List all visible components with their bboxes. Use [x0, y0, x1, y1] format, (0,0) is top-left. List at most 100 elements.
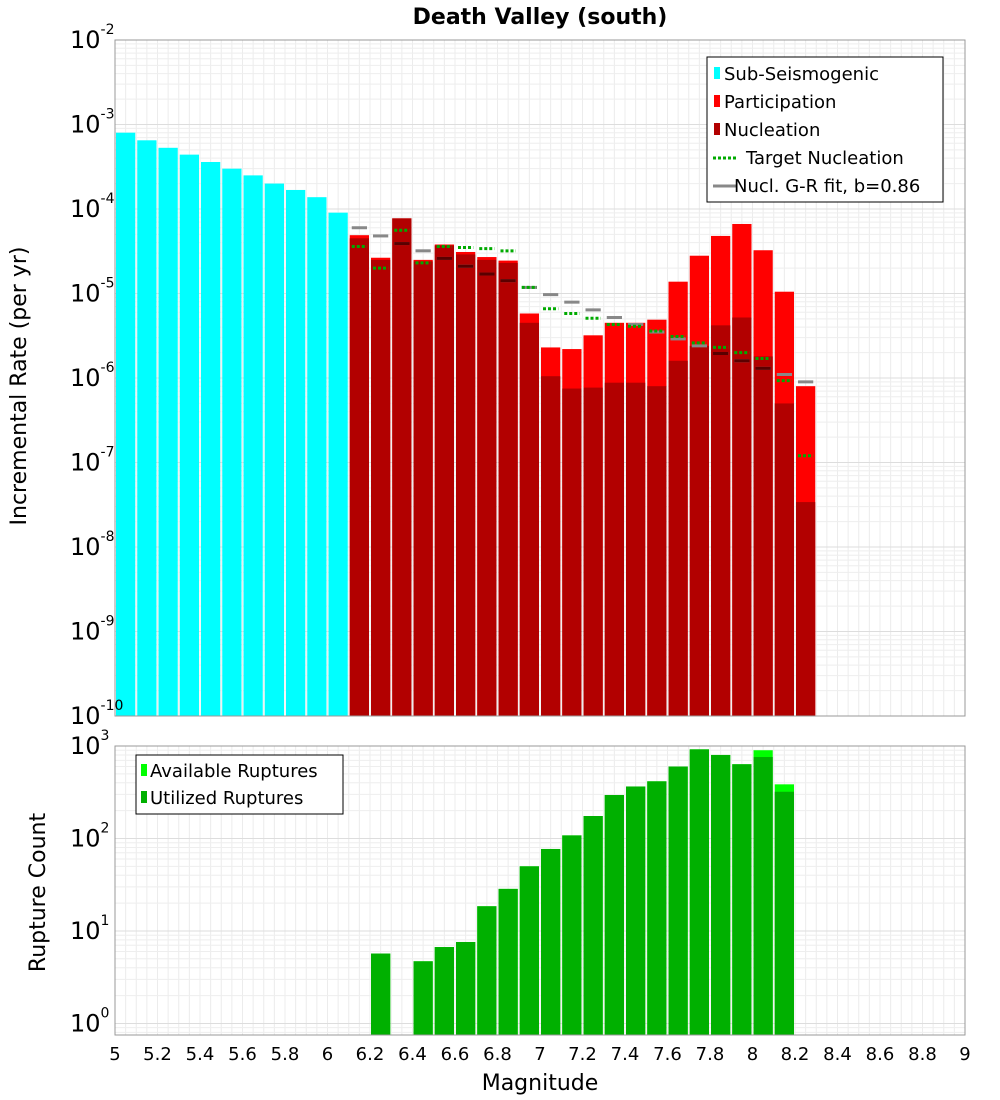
x-tick-label: 7.8 [696, 1044, 725, 1065]
legend-label: Participation [724, 92, 836, 113]
bar-utilized-ruptures [477, 906, 497, 1035]
bottom-y-axis-label: Rupture Count [26, 813, 51, 973]
bar-nucleation [413, 261, 433, 716]
legend-entry: Nucl. G-R fit, b=0.86 [713, 176, 920, 197]
x-tick-label: 5.8 [271, 1044, 300, 1065]
bar-nucleation [477, 259, 497, 716]
y-tick-exponent: -4 [101, 191, 115, 207]
bar-nucleation [711, 325, 731, 716]
bar-nucleation [456, 254, 476, 716]
legend-swatch [141, 791, 147, 803]
bar-utilized-ruptures [413, 961, 433, 1035]
y-tick-label: 10-2 [70, 22, 115, 54]
bar-nucleation [668, 360, 688, 716]
bar-utilized-ruptures [753, 757, 773, 1035]
bar-utilized-ruptures [626, 786, 646, 1035]
x-tick-label: 8 [747, 1044, 758, 1065]
legend-box [706, 56, 944, 203]
x-tick-label: 6 [322, 1044, 333, 1065]
x-tick-label: 6.2 [356, 1044, 385, 1065]
legend-box [135, 754, 344, 815]
x-tick-label: 7.6 [653, 1044, 682, 1065]
bar-utilized-ruptures [456, 941, 476, 1035]
y-tick-label: 10-6 [70, 360, 115, 392]
y-tick-label: 10-9 [70, 614, 115, 646]
legend-entry: Nucleation [714, 120, 820, 141]
x-tick-label: 5.2 [143, 1044, 172, 1065]
bar-sub-seismogenic [158, 147, 178, 716]
x-tick-label: 7.2 [568, 1044, 597, 1065]
bar-nucleation [604, 382, 624, 716]
bottom-plot-bars [371, 749, 794, 1035]
y-tick-label: 10-5 [70, 276, 115, 308]
top-plot-step-lines [351, 226, 814, 458]
x-tick-label: 8.6 [866, 1044, 895, 1065]
bar-nucleation [349, 238, 369, 717]
legend-entry: Participation [714, 92, 836, 113]
bar-nucleation [541, 376, 561, 716]
top-plot-bars [116, 132, 816, 717]
bar-sub-seismogenic [179, 154, 199, 717]
y-tick-exponent: -8 [101, 529, 115, 545]
bar-utilized-ruptures [583, 816, 603, 1035]
bar-utilized-ruptures [604, 795, 624, 1035]
y-tick-label: 10-4 [70, 191, 115, 223]
bar-utilized-ruptures [562, 835, 582, 1035]
legend-label: Nucleation [724, 120, 820, 141]
bar-utilized-ruptures [519, 866, 539, 1035]
legend-label: Target Nucleation [745, 148, 904, 169]
bar-utilized-ruptures [711, 754, 731, 1035]
legend-swatch [714, 67, 720, 79]
bar-nucleation [626, 382, 646, 716]
bottom-legend: Available Ruptures Utilized Ruptures [135, 754, 344, 815]
bar-sub-seismogenic [201, 161, 221, 716]
x-tick-label: 8.2 [781, 1044, 810, 1065]
y-tick-exponent: 3 [101, 728, 110, 744]
bar-nucleation [774, 403, 794, 716]
x-tick-label: 9 [959, 1044, 970, 1065]
bar-nucleation [796, 502, 816, 716]
y-tick-exponent: -2 [101, 22, 115, 38]
bar-utilized-ruptures [434, 947, 454, 1035]
x-tick-label: 5 [109, 1044, 120, 1065]
legend-label: Available Ruptures [150, 761, 318, 782]
bar-nucleation [732, 317, 752, 716]
bar-utilized-ruptures [774, 791, 794, 1035]
y-tick-exponent: -5 [101, 276, 115, 292]
legend-swatch [141, 764, 147, 776]
bar-nucleation [647, 386, 667, 716]
bar-utilized-ruptures [498, 888, 518, 1035]
legend-entry: Sub-Seismogenic [714, 64, 879, 85]
legend-label: Sub-Seismogenic [724, 64, 879, 85]
bar-utilized-ruptures [371, 953, 391, 1035]
x-tick-label: 7.4 [611, 1044, 640, 1065]
bar-sub-seismogenic [286, 189, 306, 716]
x-tick-label: 5.6 [228, 1044, 257, 1065]
y-tick-label: 10-3 [70, 107, 115, 139]
top-legend: Sub-Seismogenic Participation Nucleation Ta… [706, 56, 944, 203]
legend-label: Nucl. G-R fit, b=0.86 [734, 176, 920, 197]
y-tick-label: 102 [70, 820, 109, 852]
legend-swatch [714, 95, 720, 107]
x-tick-label: 8.4 [823, 1044, 852, 1065]
bar-sub-seismogenic [328, 212, 348, 716]
bar-nucleation [753, 356, 773, 716]
x-tick-label: 6.4 [398, 1044, 427, 1065]
x-axis-label: Magnitude [482, 1071, 599, 1096]
x-tick-labels: 5 5.2 5.4 5.6 5.8 6 6.2 6.4 6.6 6.8 7 7.2 7.4 7.6 7.8 8… [109, 1044, 970, 1065]
bar-utilized-ruptures [647, 781, 667, 1035]
legend-swatch [714, 123, 720, 135]
y-tick-label: 10-7 [70, 445, 115, 477]
legend-label: Utilized Ruptures [150, 788, 303, 809]
bar-nucleation [371, 259, 391, 716]
bar-nucleation [562, 388, 582, 716]
y-tick-exponent: -7 [101, 445, 115, 461]
y-tick-label: 100 [70, 1005, 109, 1037]
y-tick-label: 103 [70, 728, 109, 760]
bar-sub-seismogenic [137, 140, 157, 716]
y-tick-exponent: 2 [101, 820, 110, 836]
legend-entry: Utilized Ruptures [141, 788, 303, 809]
